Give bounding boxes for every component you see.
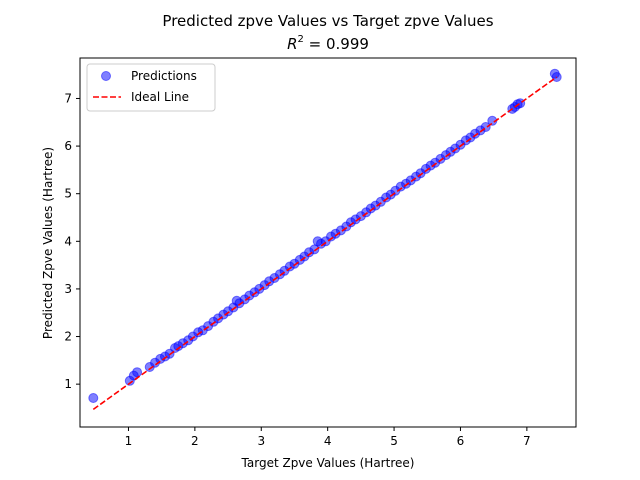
chart-title: Predicted zpve Values vs Target zpve Val… [162,12,493,30]
y-tick-label: 4 [64,234,72,248]
legend-predictions-marker [101,71,111,81]
y-tick-label: 2 [64,330,72,344]
prediction-point [88,393,99,403]
prediction-point [132,367,143,378]
x-tick-label: 7 [523,434,531,448]
legend: Predictions Ideal Line [86,63,216,112]
y-axis-label: Predicted Zpve Values (Hartree) [41,147,55,339]
scatter-points [88,68,562,403]
legend-predictions-label: Predictions [131,69,197,83]
y-tick-label: 5 [64,187,72,201]
x-tick-label: 1 [125,434,133,448]
x-tick-label: 3 [257,434,265,448]
x-tick-label: 5 [390,434,398,448]
y-tick-label: 7 [64,91,72,105]
y-tick-label: 6 [64,139,72,153]
y-axis-ticks: 1 2 3 4 5 6 7 [64,91,80,391]
legend-box [86,63,216,112]
subtitle-value: = 0.999 [304,35,369,53]
ideal-line [92,76,558,411]
y-tick-label: 3 [64,282,72,296]
subtitle-symbol: R [287,35,297,53]
plot-area [79,57,577,428]
y-tick-label: 1 [64,377,72,391]
x-tick-label: 4 [324,434,332,448]
x-axis-ticks: 1 2 3 4 5 6 7 [125,427,531,448]
x-axis-label: Target Zpve Values (Hartree) [241,456,415,470]
x-tick-label: 6 [457,434,465,448]
legend-ideal-label: Ideal Line [131,90,189,104]
subtitle-exponent: 2 [298,34,304,45]
x-tick-label: 2 [191,434,199,448]
chart-subtitle: R2 = 0.999 [287,34,369,53]
